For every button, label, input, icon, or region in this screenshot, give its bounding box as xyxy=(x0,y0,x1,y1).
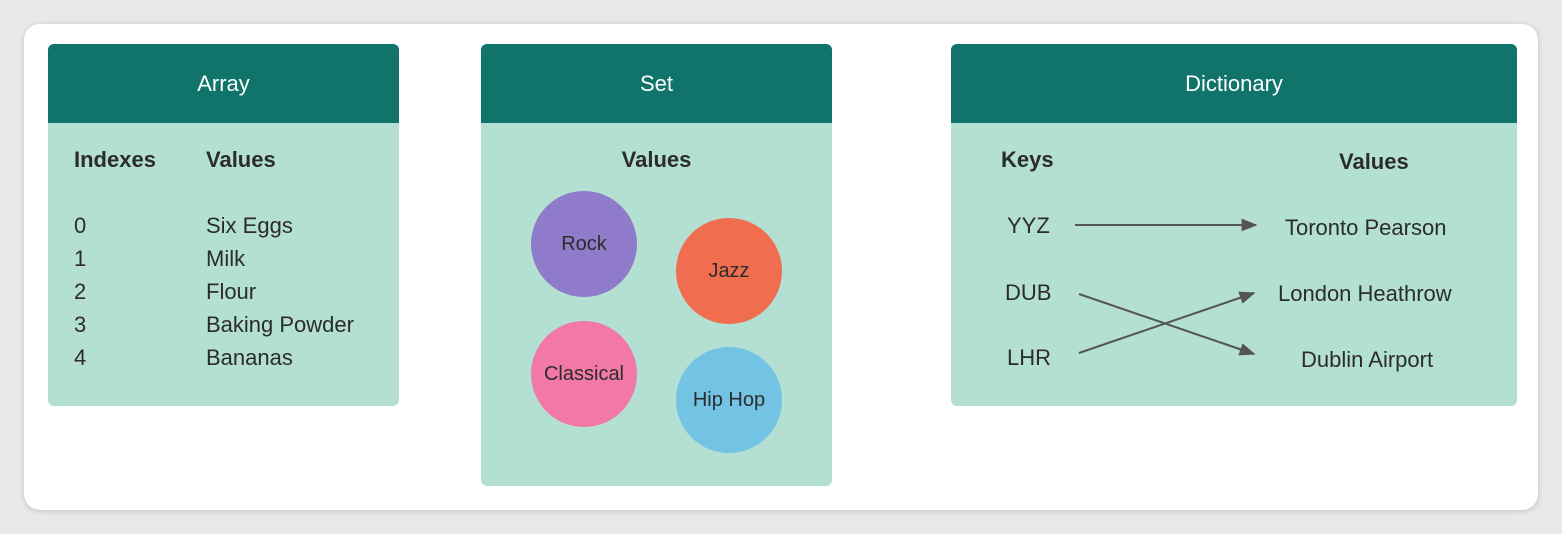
dictionary-panel: Dictionary Keys Values YYZ DUB LHR Toron… xyxy=(951,44,1517,406)
array-value: Baking Powder xyxy=(206,312,354,337)
array-value: Six Eggs xyxy=(206,213,293,238)
array-indexes-header: Indexes xyxy=(74,147,156,172)
set-item-label: Classical xyxy=(543,362,625,385)
array-index: 2 xyxy=(74,279,87,304)
set-item-label: Jazz xyxy=(708,259,750,282)
array-title: Array xyxy=(48,44,399,123)
dictionary-arrows xyxy=(1075,218,1258,356)
array-index: 4 xyxy=(74,345,87,370)
set-item-label: Hip Hop xyxy=(692,388,766,411)
set-panel: Set Values Rock Jazz Classical Hip Hop xyxy=(481,44,832,486)
array-panel: Array Indexes Values 0 Six Eggs 1 Milk 2… xyxy=(48,44,399,406)
set-item-label: Rock xyxy=(561,232,607,255)
array-value: Bananas xyxy=(206,345,293,370)
arrow-lhr-to-london-heathrow xyxy=(1078,291,1256,354)
array-values-header: Values xyxy=(206,147,276,172)
set-item-rock: Rock xyxy=(531,191,637,297)
dictionary-value: Toronto Pearson xyxy=(1285,215,1447,240)
set-item-jazz: Jazz xyxy=(676,218,782,324)
dictionary-value: London Heathrow xyxy=(1278,281,1452,306)
dictionary-key: DUB xyxy=(1005,280,1052,305)
set-title: Set xyxy=(481,44,832,123)
dictionary-value: Dublin Airport xyxy=(1301,347,1434,372)
dictionary-title: Dictionary xyxy=(951,44,1517,123)
set-values-header: Values xyxy=(621,147,692,172)
diagram-canvas: Array Indexes Values 0 Six Eggs 1 Milk 2… xyxy=(24,24,1538,510)
set-item-hip-hop: Hip Hop xyxy=(676,347,782,453)
array-index: 0 xyxy=(74,213,87,238)
array-value: Milk xyxy=(206,246,246,271)
array-index: 3 xyxy=(74,312,87,337)
dictionary-key: LHR xyxy=(1007,345,1052,370)
dictionary-values-header: Values xyxy=(1339,149,1409,174)
array-index: 1 xyxy=(74,246,87,271)
dictionary-key: YYZ xyxy=(1007,213,1050,238)
dictionary-keys-header: Keys xyxy=(1001,147,1054,172)
array-value: Flour xyxy=(206,279,257,304)
set-item-classical: Classical xyxy=(531,321,637,427)
